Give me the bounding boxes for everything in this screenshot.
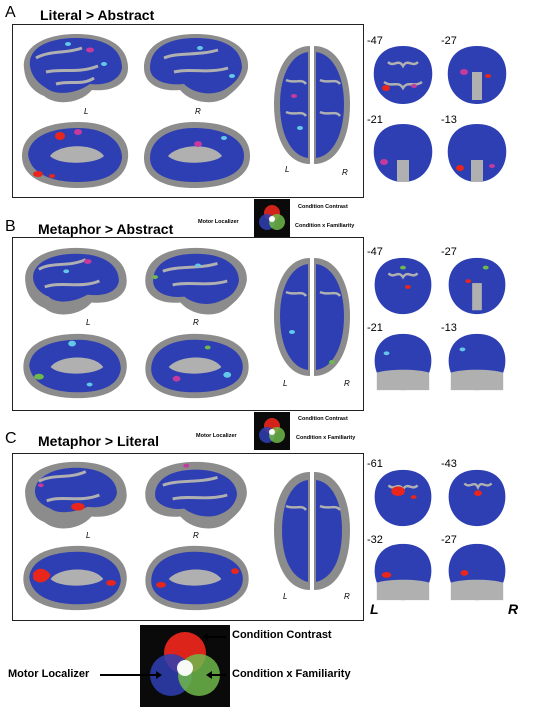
panel-c-hemi-left-label: L	[86, 531, 91, 540]
panel-b-left-medial-brain	[23, 333, 127, 399]
panel-b-small-legend-condition-x-familiarity: Condition x Familiarity	[295, 223, 355, 229]
panel-a-left-medial-brain	[22, 122, 129, 188]
panel-b-slice-4-brain	[448, 333, 506, 391]
panel-c-dorsal-brain	[274, 472, 350, 590]
panel-a-slice-4-label: -13	[441, 114, 457, 126]
panel-c-right-lateral-brain	[145, 461, 247, 529]
panel-a-right-lateral-brain	[144, 34, 249, 103]
panel-c-slice-2-brain	[448, 469, 506, 527]
panel-a-slice-2-brain	[447, 46, 507, 104]
panel-c-slice-2-label: -43	[441, 458, 457, 470]
panel-c-right-medial-brain	[145, 545, 249, 611]
panel-a-letter: A	[5, 4, 16, 21]
bottom-legend-circles	[140, 625, 230, 707]
panel-b-small-legend-condition-contrast: Condition Contrast	[298, 204, 348, 210]
panel-c-slice-1-brain	[374, 469, 432, 527]
panel-a-hemi-left-label: L	[84, 107, 89, 116]
panel-a-right-medial-brain	[144, 122, 250, 188]
panel-a-title: Literal > Abstract	[40, 7, 155, 23]
panel-c-small-legend-motor-localizer: Motor Localizer	[196, 433, 237, 439]
panel-b-right-lateral-brain	[145, 247, 247, 315]
panel-c-small-legend-circles	[254, 412, 290, 450]
panel-b-hemi-left-label: L	[86, 318, 91, 327]
panel-c-letter: C	[5, 430, 17, 447]
panel-a-slice-4-brain	[447, 124, 507, 182]
panel-b-slice-2-label: -27	[441, 246, 457, 258]
panel-b-small-legend-circles	[254, 199, 290, 237]
bottom-legend-condition-x-familiarity: Condition x Familiarity	[232, 668, 351, 680]
panel-b-hemi-right-label: R	[193, 318, 199, 327]
panel-c-small-legend-condition-x-familiarity: Condition x Familiarity	[296, 435, 356, 441]
panel-b-title: Metaphor > Abstract	[38, 221, 174, 237]
panel-a-dorsal-left-label: L	[285, 165, 290, 174]
panel-b-slice-2-brain	[448, 257, 506, 315]
panel-a-dorsal-brain	[274, 46, 350, 164]
panel-c-slice-4-brain	[448, 543, 506, 601]
panel-c-slice-4-label: -27	[441, 534, 457, 546]
panel-b-slice-3-label: -21	[367, 322, 383, 334]
panel-a-slice-1-label: -47	[367, 35, 383, 47]
panel-b-slice-3-brain	[374, 333, 432, 391]
panel-c-slice-3-label: -32	[367, 534, 383, 546]
panel-c-left-medial-brain	[23, 545, 127, 611]
panel-b-dorsal-right-label: R	[344, 379, 350, 388]
panel-b-dorsal-brain	[274, 258, 350, 376]
panel-b-small-legend-motor-localizer: Motor Localizer	[198, 219, 239, 225]
bottom-legend-condition-contrast: Condition Contrast	[232, 629, 332, 641]
panel-c-left-lateral-brain	[25, 461, 127, 529]
panel-b-dorsal-left-label: L	[283, 379, 288, 388]
panel-c-dorsal-right-label: R	[344, 592, 350, 601]
panel-c-slice-3-brain	[374, 543, 432, 601]
panel-b-right-medial-brain	[145, 333, 249, 399]
panel-b-letter: B	[5, 218, 16, 235]
panel-a-slice-3-label: -21	[367, 114, 383, 126]
panel-c-title: Metaphor > Literal	[38, 433, 159, 449]
panel-c-small-legend-condition-contrast: Condition Contrast	[298, 416, 348, 422]
panel-c-dorsal-left-label: L	[283, 592, 288, 601]
panel-a-left-lateral-brain	[23, 34, 128, 103]
panel-c-hemi-right-label: R	[193, 531, 199, 540]
panel-a-slice-2-label: -27	[441, 35, 457, 47]
panel-a-slice-1-brain	[373, 46, 433, 104]
panel-b-slice-4-label: -13	[441, 322, 457, 334]
panel-a-slice-3-brain	[373, 124, 433, 182]
panel-a-dorsal-right-label: R	[342, 168, 348, 177]
panel-b-slice-1-brain	[374, 257, 432, 315]
bottom-legend-motor-localizer: Motor Localizer	[8, 668, 90, 680]
panel-c-slice-right-label: R	[508, 601, 519, 617]
bottom-legend-arrows	[100, 633, 226, 679]
panel-b-left-lateral-brain	[25, 247, 127, 315]
panel-c-slice-1-label: -61	[367, 458, 383, 470]
panel-a-hemi-right-label: R	[195, 107, 201, 116]
panel-b-slice-1-label: -47	[367, 246, 383, 258]
panel-c-slice-left-label: L	[370, 601, 379, 617]
